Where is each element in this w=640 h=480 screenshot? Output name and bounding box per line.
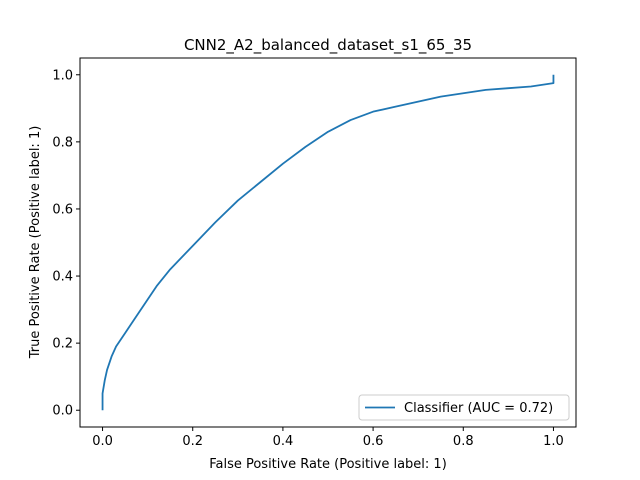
y-axis-ticks: 0.0 0.2 0.4 0.6 0.8 1.0 [52, 68, 80, 419]
x-axis-ticks: 0.0 0.2 0.4 0.6 0.8 1.0 [92, 427, 564, 449]
axes-frame [79, 57, 577, 428]
y-tick-label: 0.6 [52, 202, 73, 217]
legend-label: Classifier (AUC = 0.72) [404, 401, 553, 416]
x-tick-label: 0.2 [182, 434, 203, 449]
x-tick-label: 0.4 [273, 434, 294, 449]
y-axis-label: True Positive Rate (Positive label: 1) [28, 126, 43, 360]
plot-area [79, 57, 577, 428]
x-tick-label: 0.8 [453, 434, 474, 449]
y-tick-label: 0.4 [52, 270, 73, 285]
y-tick-label: 0.8 [52, 135, 73, 150]
x-tick-label: 0.6 [363, 434, 384, 449]
x-axis-label: False Positive Rate (Positive label: 1) [209, 457, 447, 472]
y-tick-label: 0.2 [52, 337, 73, 352]
series-layer [101, 74, 555, 411]
x-tick-label: 1.0 [543, 434, 564, 449]
y-tick-label: 0.0 [52, 404, 73, 419]
x-tick-label: 0.0 [92, 434, 113, 449]
legend: Classifier (AUC = 0.72) [358, 394, 570, 421]
legend-box [358, 394, 570, 421]
roc-curve-line [101, 74, 555, 411]
y-tick-label: 1.0 [52, 68, 73, 83]
chart-title: CNN2_A2_balanced_dataset_s1_65_35 [184, 36, 472, 55]
